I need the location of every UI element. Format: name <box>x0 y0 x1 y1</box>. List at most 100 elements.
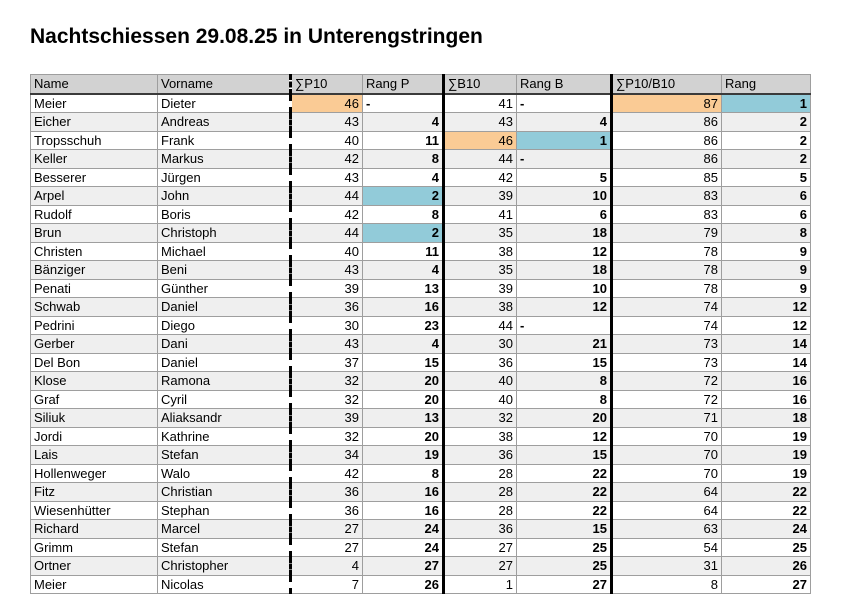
cell-name: Rudolf <box>30 204 158 224</box>
cell-vorname: John <box>157 186 291 206</box>
cell-total: 70 <box>610 445 722 465</box>
cell-rang_p: 13 <box>362 408 444 428</box>
cell-rang: 24 <box>721 519 811 539</box>
cell-rang_b: 18 <box>516 260 612 280</box>
cell-vorname: Walo <box>157 463 291 483</box>
cell-name: Fitz <box>30 482 158 502</box>
cell-rang_b: 22 <box>516 463 612 483</box>
table-row: Pedrini Diego 30 23 44-74 12 <box>30 315 811 335</box>
table-row: Tropsschuh Frank 40 11 46 1 86 2 <box>30 130 811 150</box>
cell-rang: 26 <box>721 556 811 576</box>
cell-total: 87 <box>610 93 722 113</box>
cell-rang_p: 11 <box>362 130 444 150</box>
table-row: Grimm Stefan 27 24 27 25 54 25 <box>30 537 811 557</box>
cell-total: 78 <box>610 241 722 261</box>
cell-p10: 32 <box>289 371 363 391</box>
cell-vorname: Michael <box>157 241 291 261</box>
cell-name: Grimm <box>30 537 158 557</box>
cell-name: Tropsschuh <box>30 130 158 150</box>
cell-rang: 9 <box>721 278 811 298</box>
cell-b10: 32 <box>442 408 517 428</box>
cell-rang_b: 12 <box>516 297 612 317</box>
cell-b10: 41 <box>442 93 517 113</box>
cell-p10: 36 <box>289 482 363 502</box>
cell-b10: 28 <box>442 500 517 520</box>
cell-name: Siliuk <box>30 408 158 428</box>
cell-vorname: Daniel <box>157 297 291 317</box>
col-header-sum-b10: ∑B10 <box>442 74 517 95</box>
cell-rang_b: - <box>516 149 612 169</box>
col-header-rang: Rang <box>721 74 811 95</box>
cell-vorname: Stefan <box>157 445 291 465</box>
cell-rang_p: 4 <box>362 334 444 354</box>
cell-b10: 40 <box>442 389 517 409</box>
cell-vorname: Stephan <box>157 500 291 520</box>
cell-rang_p: 8 <box>362 204 444 224</box>
col-header-name: Name <box>30 74 158 95</box>
cell-b10: 36 <box>442 352 517 372</box>
cell-total: 70 <box>610 426 722 446</box>
cell-rang_p: 2 <box>362 186 444 206</box>
cell-rang: 19 <box>721 445 811 465</box>
cell-p10: 36 <box>289 297 363 317</box>
col-header-sum-p10: ∑P10 <box>289 74 363 95</box>
cell-rang: 6 <box>721 186 811 206</box>
cell-name: Keller <box>30 149 158 169</box>
cell-rang_p: 27 <box>362 556 444 576</box>
cell-rang_p: 8 <box>362 149 444 169</box>
cell-b10: 30 <box>442 334 517 354</box>
cell-vorname: Günther <box>157 278 291 298</box>
cell-total: 78 <box>610 278 722 298</box>
cell-rang_b: 27 <box>516 574 612 594</box>
cell-rang_p: 15 <box>362 352 444 372</box>
cell-rang: 19 <box>721 463 811 483</box>
table-row: Lais Stefan 34 19 36 15 70 19 <box>30 445 811 465</box>
cell-rang: 16 <box>721 389 811 409</box>
cell-name: Jordi <box>30 426 158 446</box>
cell-vorname: Dani <box>157 334 291 354</box>
cell-rang_b: 12 <box>516 241 612 261</box>
cell-rang_p: 16 <box>362 500 444 520</box>
cell-rang_p: 13 <box>362 278 444 298</box>
col-header-sum-total: ∑P10/B10 <box>610 74 722 95</box>
cell-total: 72 <box>610 389 722 409</box>
cell-vorname: Kathrine <box>157 426 291 446</box>
cell-vorname: Cyril <box>157 389 291 409</box>
table-row: Besserer Jürgen 43 4 42 5 85 5 <box>30 167 811 187</box>
cell-p10: 32 <box>289 389 363 409</box>
cell-total: 73 <box>610 334 722 354</box>
cell-rang_b: 10 <box>516 186 612 206</box>
cell-p10: 43 <box>289 112 363 132</box>
page-title: Nachtschiessen 29.08.25 in Unterengstrin… <box>30 25 483 48</box>
cell-rang_p: 19 <box>362 445 444 465</box>
cell-p10: 42 <box>289 204 363 224</box>
cell-total: 31 <box>610 556 722 576</box>
cell-b10: 40 <box>442 371 517 391</box>
header-row: Name Vorname ∑P10 Rang P ∑B10 Rang B ∑P1… <box>30 74 811 95</box>
cell-rang_b: 12 <box>516 426 612 446</box>
cell-b10: 43 <box>442 112 517 132</box>
col-header-vorname: Vorname <box>157 74 291 95</box>
cell-name: Brun <box>30 223 158 243</box>
cell-p10: 42 <box>289 149 363 169</box>
table-row: Gerber Dani 43 4 30 21 73 14 <box>30 334 811 354</box>
cell-vorname: Andreas <box>157 112 291 132</box>
cell-rang: 12 <box>721 297 811 317</box>
cell-rang_p: 16 <box>362 482 444 502</box>
cell-b10: 27 <box>442 537 517 557</box>
cell-total: 85 <box>610 167 722 187</box>
cell-total: 86 <box>610 130 722 150</box>
table-row: Meier Dieter 46-41-87 1 <box>30 93 811 113</box>
cell-p10: 43 <box>289 167 363 187</box>
cell-b10: 44 <box>442 149 517 169</box>
cell-p10: 43 <box>289 260 363 280</box>
cell-rang_p: 23 <box>362 315 444 335</box>
cell-total: 72 <box>610 371 722 391</box>
cell-vorname: Beni <box>157 260 291 280</box>
cell-p10: 44 <box>289 223 363 243</box>
cell-rang: 6 <box>721 204 811 224</box>
table-row: Meier Nicolas 7 26 1 27 8 27 <box>30 574 811 594</box>
cell-vorname: Ramona <box>157 371 291 391</box>
cell-p10: 42 <box>289 463 363 483</box>
